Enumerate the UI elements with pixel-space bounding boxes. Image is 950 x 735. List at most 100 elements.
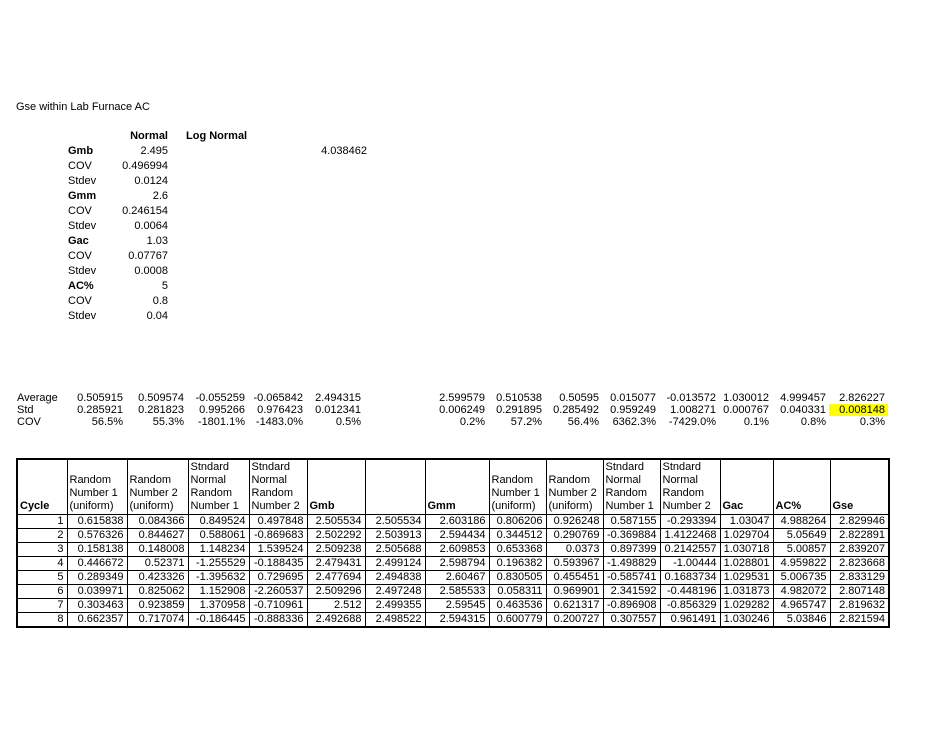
table-cell: 0.0373 xyxy=(545,542,604,557)
table-cell: -0.896908 xyxy=(602,598,661,613)
table-cell: 2.807148 xyxy=(829,584,890,599)
table-cell: 2.823668 xyxy=(829,556,890,571)
param-row: COV 0.496994 xyxy=(0,160,420,175)
params-rows: Gmb 2.495 4.038462 COV 0.496994 Stdev 0.0124 Gm… xyxy=(0,145,420,325)
table-cell: 2.341592 xyxy=(602,584,661,599)
summary-cell: 0.285492 xyxy=(553,404,599,416)
table-cell: 2.598794 xyxy=(424,556,490,571)
summary-cell: 0.2% xyxy=(459,416,485,428)
table-cell: 0.923859 xyxy=(126,598,189,613)
table-row: 7 0.303463 0.923859 1.370958 -0.710961 2.512 2… xyxy=(16,598,890,613)
params-header-normal: Normal xyxy=(130,130,168,142)
table-cell: 0.344512 xyxy=(488,528,547,543)
param-label: COV xyxy=(68,160,92,172)
table-cell: 1.028801 xyxy=(719,556,774,571)
table-cell: -0.188435 xyxy=(248,556,308,571)
table-cell: -0.869683 xyxy=(248,528,308,543)
param-label: Gmm xyxy=(68,190,97,202)
table-cell: 2.497248 xyxy=(364,584,426,599)
table-cell: 1.029531 xyxy=(719,570,774,585)
cycle-cell: 6 xyxy=(16,584,68,599)
param-label: COV xyxy=(68,250,92,262)
table-cell: 1.152908 xyxy=(187,584,250,599)
summary-cell: -1483.0% xyxy=(255,416,303,428)
column-header: Gmm xyxy=(424,458,490,515)
table-row: 3 0.158138 0.148008 1.148234 1.539524 2.50923… xyxy=(16,542,890,557)
summary-cell: 0.015077 xyxy=(610,392,656,404)
table-cell: 0.969901 xyxy=(545,584,604,599)
table-row: 1 0.615838 0.084366 0.849524 0.497848 2.50553… xyxy=(16,514,890,529)
param-value-normal: 0.496994 xyxy=(122,160,168,172)
table-cell: 2.60467 xyxy=(424,570,490,585)
table-cell: 2.505534 xyxy=(364,514,426,529)
param-row: AC% 5 xyxy=(0,280,420,295)
summary-row-label: Std xyxy=(17,404,34,416)
table-cell: 0.662357 xyxy=(66,612,128,628)
table-row: 2 0.576326 0.844627 0.588061 -0.869683 2.5022… xyxy=(16,528,890,543)
param-value-normal: 0.07767 xyxy=(128,250,168,262)
table-cell: 5.05649 xyxy=(772,528,831,543)
table-cell: 0.196382 xyxy=(488,556,547,571)
table-cell: 0.084366 xyxy=(126,514,189,529)
table-cell: 2.499355 xyxy=(364,598,426,613)
table-cell: 4.965747 xyxy=(772,598,831,613)
table-cell: 0.463536 xyxy=(488,598,547,613)
table-cell: 0.653368 xyxy=(488,542,547,557)
summary-cell: 0.995266 xyxy=(199,404,245,416)
summary-cell: 2.826227 xyxy=(839,392,885,404)
table-cell: -1.498829 xyxy=(602,556,661,571)
table-cell: 0.423326 xyxy=(126,570,189,585)
table-cell: 2.503913 xyxy=(364,528,426,543)
summary-cell: 0.510538 xyxy=(496,392,542,404)
summary-cell: 0.50595 xyxy=(559,392,599,404)
param-value-normal: 0.0124 xyxy=(134,175,168,187)
table-cell: 0.1683734 xyxy=(659,570,721,585)
table-cell: 1.029704 xyxy=(719,528,774,543)
table-row: 4 0.446672 0.52371 -1.255529 -0.188435 2.4794… xyxy=(16,556,890,571)
table-cell: 0.576326 xyxy=(66,528,128,543)
column-header: Stndard Normal Random Number 1 xyxy=(187,458,250,515)
table-cell: 0.303463 xyxy=(66,598,128,613)
parameters-block: Normal Log Normal Gmb 2.495 4.038462 COV 0.4… xyxy=(0,130,420,325)
table-cell: 2.502292 xyxy=(306,528,366,543)
table-cell: 0.849524 xyxy=(187,514,250,529)
column-header: Gse xyxy=(829,458,890,515)
table-cell: 2.498522 xyxy=(364,612,426,628)
table-cell: 5.03846 xyxy=(772,612,831,628)
table-cell: 0.455451 xyxy=(545,570,604,585)
table-cell: 0.806206 xyxy=(488,514,547,529)
param-row: COV 0.246154 xyxy=(0,205,420,220)
table-cell: -1.00444 xyxy=(659,556,721,571)
table-cell: 2.494838 xyxy=(364,570,426,585)
table-cell: 2.594434 xyxy=(424,528,490,543)
column-header: Cycle xyxy=(16,458,68,515)
table-cell: 2.839207 xyxy=(829,542,890,557)
params-header-row: Normal Log Normal xyxy=(0,130,420,145)
table-cell: 2.833129 xyxy=(829,570,890,585)
param-label: Stdev xyxy=(68,310,97,322)
table-cell: 4.988264 xyxy=(772,514,831,529)
table-cell: -1.255529 xyxy=(187,556,250,571)
cycle-cell: 4 xyxy=(16,556,68,571)
table-cell: 2.499124 xyxy=(364,556,426,571)
table-row: 5 0.289349 0.423326 -1.395632 0.729695 2.4776… xyxy=(16,570,890,585)
summary-row-label: COV xyxy=(17,416,41,428)
table-cell: 5.00857 xyxy=(772,542,831,557)
table-cell: 0.926248 xyxy=(545,514,604,529)
param-label: COV xyxy=(68,205,92,217)
summary-cell: 0.291895 xyxy=(496,404,542,416)
param-row: Gmm 2.6 xyxy=(0,190,420,205)
summary-row-label: Average xyxy=(17,392,58,404)
summary-cell: 56.5% xyxy=(91,416,123,428)
table-cell: 2.819632 xyxy=(829,598,890,613)
table-cell: 1.030718 xyxy=(719,542,774,557)
table-cell: 0.961491 xyxy=(659,612,721,628)
table-cell: 0.039971 xyxy=(66,584,128,599)
table-cell: 0.290769 xyxy=(545,528,604,543)
summary-row: Average 0.505915 0.509574 -0.055259 -0.06584… xyxy=(16,392,888,404)
table-cell: -0.293394 xyxy=(659,514,721,529)
column-header: Stndard Normal Random Number 2 xyxy=(659,458,721,515)
column-header xyxy=(364,458,426,515)
table-cell: 0.615838 xyxy=(66,514,128,529)
